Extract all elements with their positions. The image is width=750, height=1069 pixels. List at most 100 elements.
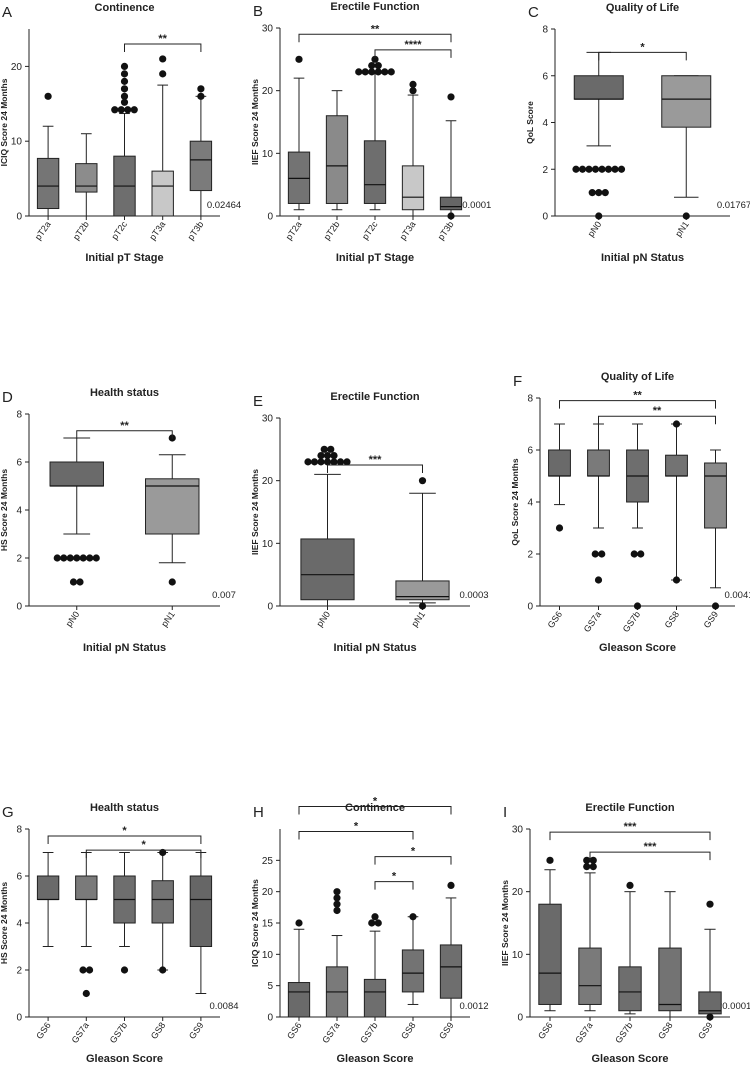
significance-bracket: **** (374, 39, 452, 58)
outlier-point (604, 165, 613, 173)
y-tick-label: 20 (262, 476, 274, 487)
outlier-point (591, 550, 599, 558)
outlier-point (630, 550, 638, 558)
y-tick-label: 4 (16, 919, 22, 930)
outlier-point (197, 92, 205, 100)
outlier-point (374, 62, 382, 70)
significance-bracket: ** (298, 23, 452, 43)
box-pt2b: pT2b (71, 133, 98, 242)
iqr-box (704, 462, 727, 529)
y-tick-label: 2 (16, 554, 22, 565)
outlier-point (611, 165, 619, 173)
significance-bracket: ** (76, 420, 173, 439)
box-gs7a: GS7a (70, 852, 98, 1045)
outlier-point (79, 554, 87, 562)
outlier-point (447, 212, 455, 220)
panel-label: D (2, 389, 13, 406)
iqr-box (300, 538, 355, 601)
bracket-line (374, 49, 452, 58)
box-gs6: GS6 (536, 856, 562, 1041)
outlier-point (409, 80, 417, 88)
y-tick-label: 30 (262, 414, 274, 425)
x-tick-label: pT2b (322, 219, 342, 242)
x-tick-label: GS7b (358, 1020, 379, 1045)
x-axis-label: Gleason Score (599, 642, 676, 654)
iqr-box (151, 170, 174, 217)
bracket-line (374, 856, 452, 865)
y-tick-label: 2 (527, 550, 533, 561)
y-tick-label: 25 (262, 856, 274, 867)
y-axis-label: IIEF Score 24 Months (500, 880, 510, 966)
panel-label: B (253, 3, 263, 20)
x-tick-label: pN0 (586, 219, 604, 238)
y-tick-label: 4 (542, 118, 548, 129)
x-axis-label: Initial pT Stage (85, 252, 163, 264)
bracket-line (298, 831, 414, 840)
outlier-point (323, 452, 332, 460)
iqr-box (75, 163, 98, 193)
outlier-point (578, 165, 587, 173)
chart-title: Continence (345, 802, 405, 814)
outlier-point (323, 458, 332, 466)
y-axis-label: QoL Score 24 Months (510, 458, 520, 545)
box-gs7a: GS7a (573, 856, 602, 1045)
panel-label: F (513, 373, 522, 390)
x-tick-label: pT2b (71, 219, 91, 242)
bracket-line (598, 51, 687, 61)
panel-label: G (2, 804, 14, 821)
p-value: 0.0012 (459, 1001, 488, 1012)
bracket-line (598, 415, 716, 425)
y-axis-label: HS Score 24 Months (0, 882, 9, 964)
outlier-point (601, 189, 609, 197)
outlier-point (381, 68, 389, 76)
iqr-box (439, 944, 463, 999)
outlier-point (555, 524, 564, 532)
y-tick-label: 0 (267, 602, 273, 613)
x-axis-label: Gleason Score (336, 1053, 413, 1064)
outlier-point (633, 602, 642, 610)
box-pn1: pN1 (395, 477, 450, 629)
chart-title: Quality of Life (606, 2, 679, 14)
outlier-point (368, 62, 376, 70)
outlier-point (120, 966, 129, 974)
x-tick-label: GS7a (582, 609, 603, 634)
box-pn0: pN0 (572, 51, 626, 239)
y-tick-label: 2 (542, 165, 548, 176)
outlier-point (159, 70, 167, 78)
iqr-box (75, 875, 98, 900)
x-tick-label: GS6 (536, 1020, 555, 1040)
p-value: <0.0001 (457, 200, 492, 211)
y-tick-label: 20 (262, 86, 274, 97)
iqr-box (658, 947, 682, 1012)
x-tick-label: pN1 (159, 609, 177, 628)
x-tick-label: GS7b (613, 1020, 634, 1045)
outlier-point (69, 578, 78, 586)
significance-label: * (141, 839, 146, 851)
significance-label: *** (624, 821, 638, 833)
outlier-point (86, 554, 94, 562)
y-axis-label: IIEF Score 24 Months (250, 469, 260, 555)
outlier-point (355, 68, 363, 76)
y-tick-label: 0 (267, 212, 273, 223)
x-tick-label: GS9 (696, 1020, 715, 1040)
x-tick-label: pT3a (398, 219, 418, 242)
outlier-point (304, 458, 312, 466)
y-tick-label: 30 (262, 24, 274, 35)
significance-label: * (411, 846, 416, 858)
box-gs7a: GS7a (320, 888, 349, 1045)
outlier-point (598, 165, 606, 173)
outlier-point (295, 919, 303, 927)
iqr-box (618, 966, 642, 1012)
panel-e: E Erectile Function 0 10 20 30 IIEF Score 24 M… (250, 391, 489, 654)
outlier-point (371, 55, 379, 63)
significance-bracket: * (298, 821, 414, 840)
box-pn0: pN0 (49, 437, 104, 629)
box-pt3a: pT3a (147, 55, 174, 242)
y-axis-label: HS Score 24 Months (0, 469, 9, 551)
outlier-point (595, 212, 603, 220)
bracket-line (76, 430, 173, 439)
chart-title: Erectile Function (330, 1, 420, 13)
bracket-line (549, 831, 711, 841)
box-gs6: GS6 (34, 852, 60, 1041)
